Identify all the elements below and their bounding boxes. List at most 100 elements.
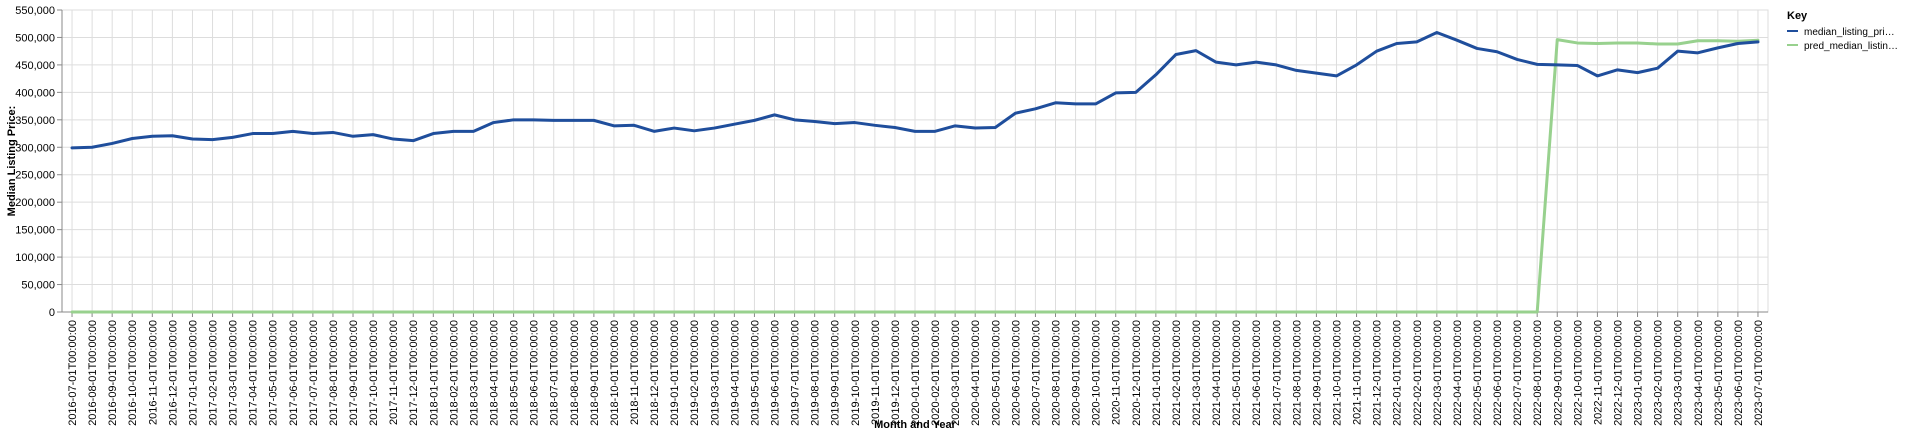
x-tick-label: 2019-09-01T00:00:00 — [830, 320, 842, 426]
x-tick-label: 2019-06-01T00:00:00 — [770, 320, 782, 426]
x-tick-label: 2019-08-01T00:00:00 — [810, 320, 822, 426]
y-tick-label: 200,000 — [15, 197, 55, 209]
y-tick-label: 550,000 — [15, 5, 55, 17]
x-tick-label: 2021-01-01T00:00:00 — [1151, 320, 1163, 426]
x-tick-label: 2016-11-01T00:00:00 — [147, 320, 159, 425]
legend: Key median_listing_pri… pred_median_listi… — [1787, 10, 1898, 52]
x-tick-label: 2018-09-01T00:00:00 — [589, 320, 601, 426]
x-tick-label: 2017-07-01T00:00:00 — [308, 320, 320, 426]
x-tick-label: 2019-12-01T00:00:00 — [890, 320, 902, 426]
y-tick-label: 100,000 — [15, 252, 55, 264]
x-tick-label: 2023-01-01T00:00:00 — [1633, 320, 1645, 426]
x-tick-label: 2023-03-01T00:00:00 — [1673, 320, 1685, 426]
y-tick-label: 350,000 — [15, 115, 55, 127]
series-line-0 — [70, 31, 1760, 150]
x-tick-label: 2018-04-01T00:00:00 — [489, 320, 501, 426]
y-tick-label: 500,000 — [15, 32, 55, 44]
y-tick-label: 300,000 — [15, 142, 55, 154]
x-tick-label: 2020-11-01T00:00:00 — [1111, 320, 1123, 425]
x-tick-label: 2017-06-01T00:00:00 — [288, 320, 300, 426]
x-axis-title: Month and Year — [874, 419, 956, 431]
x-tick-label: 2021-09-01T00:00:00 — [1311, 320, 1323, 426]
x-tick-label: 2022-10-01T00:00:00 — [1572, 320, 1584, 426]
x-tick-label: 2022-12-01T00:00:00 — [1612, 320, 1624, 426]
x-tick-label: 2019-11-01T00:00:00 — [870, 320, 882, 425]
x-tick-label: 2020-04-01T00:00:00 — [970, 320, 982, 426]
x-tick-label: 2016-08-01T00:00:00 — [87, 320, 99, 426]
x-tick-label: 2016-09-01T00:00:00 — [107, 320, 119, 426]
x-tick-label: 2022-06-01T00:00:00 — [1492, 320, 1504, 426]
x-tick-label: 2020-08-01T00:00:00 — [1050, 320, 1062, 426]
x-tick-label: 2021-12-01T00:00:00 — [1372, 320, 1384, 426]
y-tick-label: 450,000 — [15, 60, 55, 72]
x-tick-label: 2018-05-01T00:00:00 — [509, 320, 521, 426]
x-tick-label: 2022-07-01T00:00:00 — [1512, 320, 1524, 426]
x-tick-label: 2016-10-01T00:00:00 — [127, 320, 139, 426]
x-tick-label: 2022-04-01T00:00:00 — [1452, 320, 1464, 426]
x-tick-label: 2019-04-01T00:00:00 — [729, 320, 741, 426]
x-tick-label: 2020-01-01T00:00:00 — [910, 320, 922, 426]
legend-label: pred_median_listin… — [1804, 41, 1898, 52]
x-tick-label: 2020-10-01T00:00:00 — [1091, 320, 1103, 426]
x-tick-label: 2023-05-01T00:00:00 — [1713, 320, 1725, 426]
x-tick-label: 2018-10-01T00:00:00 — [609, 320, 621, 426]
x-tick-label: 2020-05-01T00:00:00 — [990, 320, 1002, 426]
x-tick-label: 2019-01-01T00:00:00 — [669, 320, 681, 426]
x-tick-label: 2023-07-01T00:00:00 — [1753, 320, 1765, 426]
x-tick-label: 2018-06-01T00:00:00 — [529, 320, 541, 426]
x-tick-label: 2021-02-01T00:00:00 — [1171, 320, 1183, 426]
x-tick-label: 2022-01-01T00:00:00 — [1392, 320, 1404, 426]
x-tick-label: 2018-03-01T00:00:00 — [468, 320, 480, 426]
x-tick-label: 2016-07-01T00:00:00 — [67, 320, 79, 426]
x-tick-label: 2022-05-01T00:00:00 — [1472, 320, 1484, 426]
x-tick-label: 2022-08-01T00:00:00 — [1532, 320, 1544, 426]
x-tick-label: 2021-05-01T00:00:00 — [1231, 320, 1243, 426]
x-tick-label: 2020-07-01T00:00:00 — [1030, 320, 1042, 426]
x-tick-label: 2022-03-01T00:00:00 — [1432, 320, 1444, 426]
x-tick-label: 2022-09-01T00:00:00 — [1552, 320, 1564, 426]
x-tick-label: 2019-10-01T00:00:00 — [850, 320, 862, 426]
axes: 0 50,000 100,000 150,000 200,000 250,000 300,0… — [15, 5, 1768, 426]
y-axis-title: Median Listing Price: — [6, 106, 18, 217]
x-tick-label: 2019-03-01T00:00:00 — [709, 320, 721, 426]
x-tick-label: 2018-07-01T00:00:00 — [549, 320, 561, 426]
x-tick-label: 2023-02-01T00:00:00 — [1653, 320, 1665, 426]
x-tick-label: 2018-12-01T00:00:00 — [649, 320, 661, 426]
series-line-1 — [70, 38, 1760, 314]
x-tick-label: 2020-03-01T00:00:00 — [950, 320, 962, 426]
legend-title: Key — [1787, 10, 1808, 22]
y-tick-label: 150,000 — [15, 225, 55, 237]
x-tick-label: 2018-08-01T00:00:00 — [569, 320, 581, 426]
legend-items: median_listing_pri… pred_median_listin… — [1787, 27, 1898, 52]
x-tick-label: 2017-05-01T00:00:00 — [268, 320, 280, 426]
x-tick-label: 2018-01-01T00:00:00 — [428, 320, 440, 426]
x-tick-label: 2021-04-01T00:00:00 — [1211, 320, 1223, 426]
x-tick-label: 2021-06-01T00:00:00 — [1251, 320, 1263, 426]
x-tick-label: 2016-12-01T00:00:00 — [167, 320, 179, 426]
x-tick-label: 2017-04-01T00:00:00 — [248, 320, 260, 426]
x-tick-label: 2022-11-01T00:00:00 — [1592, 320, 1604, 425]
x-tick-label: 2021-11-01T00:00:00 — [1352, 320, 1364, 425]
x-tick-label: 2022-02-01T00:00:00 — [1412, 320, 1424, 426]
x-tick-label: 2020-12-01T00:00:00 — [1131, 320, 1143, 426]
x-tick-label: 2017-03-01T00:00:00 — [228, 320, 240, 426]
x-tick-label: 2017-09-01T00:00:00 — [348, 320, 360, 426]
x-tick-label: 2021-07-01T00:00:00 — [1271, 320, 1283, 426]
x-tick-label: 2019-05-01T00:00:00 — [749, 320, 761, 426]
x-tick-label: 2017-01-01T00:00:00 — [187, 320, 199, 426]
y-tick-label: 250,000 — [15, 170, 55, 182]
x-tick-label: 2017-02-01T00:00:00 — [208, 320, 220, 426]
x-tick-label: 2017-11-01T00:00:00 — [388, 320, 400, 425]
x-tick-label: 2017-12-01T00:00:00 — [408, 320, 420, 426]
x-tick-label: 2017-08-01T00:00:00 — [328, 320, 340, 426]
series-lines — [70, 31, 1760, 314]
x-tick-label: 2019-07-01T00:00:00 — [790, 320, 802, 426]
x-tick-label: 2017-10-01T00:00:00 — [368, 320, 380, 426]
grid-lines — [61, 9, 1769, 313]
x-tick-label: 2023-06-01T00:00:00 — [1733, 320, 1745, 426]
x-tick-label: 2018-11-01T00:00:00 — [629, 320, 641, 425]
x-tick-label: 2019-02-01T00:00:00 — [689, 320, 701, 426]
x-tick-label: 2021-03-01T00:00:00 — [1191, 320, 1203, 426]
